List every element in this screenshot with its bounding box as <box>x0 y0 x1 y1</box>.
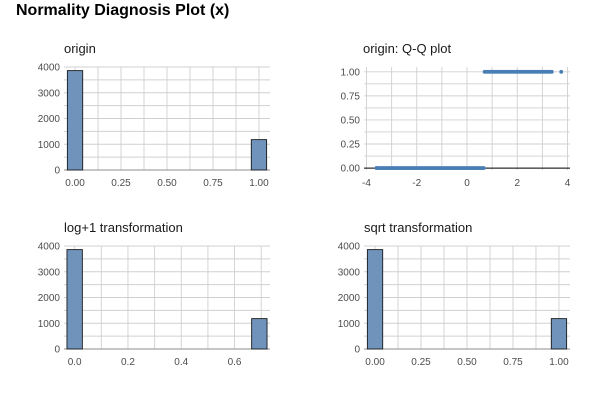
x-tick-label: 1.00 <box>549 357 569 368</box>
panel-title: origin: Q-Q plot <box>363 41 452 56</box>
y-tick-label: 3000 <box>38 267 61 278</box>
y-tick-label: 0.50 <box>341 115 361 126</box>
x-tick-label: 0.75 <box>203 178 223 189</box>
y-tick-label: 0.25 <box>341 140 361 151</box>
figure-title: Normality Diagnosis Plot (x) <box>16 2 230 19</box>
y-tick-label: 1.00 <box>341 67 361 78</box>
panel-sqrt-histogram: sqrt transformation 0.00 0.25 0.50 0.75 1.00 0… <box>338 220 570 368</box>
x-tick-label: 0.50 <box>157 178 177 189</box>
panel-title: log+1 transformation <box>64 220 183 235</box>
panel-origin-histogram: origin 0.00 0.25 0.50 0.75 1.00 0 1000 2000 3000 4… <box>38 41 270 189</box>
x-tick-label: 0.75 <box>503 357 523 368</box>
x-tick-label: 2 <box>514 178 520 189</box>
panel-log1p-histogram: log+1 transformation 0.0 0.2 0.4 0.6 0 1000 200… <box>38 220 270 368</box>
x-tick-label: 0.50 <box>457 357 477 368</box>
x-tick-label: -4 <box>362 178 371 189</box>
x-tick-label: 0 <box>464 178 470 189</box>
x-tick-label: -2 <box>412 178 421 189</box>
qq-point-outlier <box>374 166 379 170</box>
histogram-bar-1 <box>251 318 268 350</box>
y-tick-label: 0 <box>54 345 60 356</box>
y-tick-label: 1000 <box>38 140 61 151</box>
y-tick-label: 0.75 <box>341 91 361 102</box>
y-tick-label: 4000 <box>38 63 61 74</box>
panel-title: origin <box>64 41 96 56</box>
x-tick-label: 0.00 <box>65 178 85 189</box>
panel-title: sqrt transformation <box>364 220 472 235</box>
histogram-bar-1 <box>550 318 568 350</box>
qq-point-outlier <box>559 69 564 74</box>
histogram-bar-1 <box>250 139 268 171</box>
y-tick-label: 2000 <box>338 293 361 304</box>
qq-point <box>549 69 554 74</box>
x-tick-label: 0.6 <box>228 357 242 368</box>
x-tick-label: 0.25 <box>111 178 131 189</box>
x-tick-label: 0.00 <box>365 357 385 368</box>
y-tick-label: 2000 <box>38 293 61 304</box>
y-tick-label: 0 <box>54 166 60 177</box>
y-tick-label: 4000 <box>338 242 361 253</box>
x-tick-label: 0.25 <box>411 357 431 368</box>
y-tick-label: 3000 <box>338 267 361 278</box>
y-tick-label: 3000 <box>38 88 61 99</box>
y-tick-label: 4000 <box>38 242 61 253</box>
y-tick-label: 1000 <box>338 319 361 330</box>
x-tick-label: 0.2 <box>121 357 135 368</box>
x-tick-label: 0.4 <box>174 357 188 368</box>
y-tick-label: 0 <box>354 345 360 356</box>
x-tick-label: 1.00 <box>249 178 269 189</box>
y-tick-label: 0.00 <box>341 164 361 175</box>
y-tick-label: 1000 <box>38 319 61 330</box>
histogram-bar-0 <box>66 70 84 171</box>
x-tick-label: 4 <box>565 178 571 189</box>
histogram-bar-0 <box>366 249 384 350</box>
y-tick-label: 2000 <box>38 114 61 125</box>
qq-point <box>481 166 486 170</box>
x-tick-label: 0.0 <box>68 357 82 368</box>
histogram-bar-0 <box>66 249 83 350</box>
panel-qq-plot: origin: Q-Q plot -4 -2 0 2 4 0.00 0.25 0.50 0.75 1… <box>341 41 571 189</box>
